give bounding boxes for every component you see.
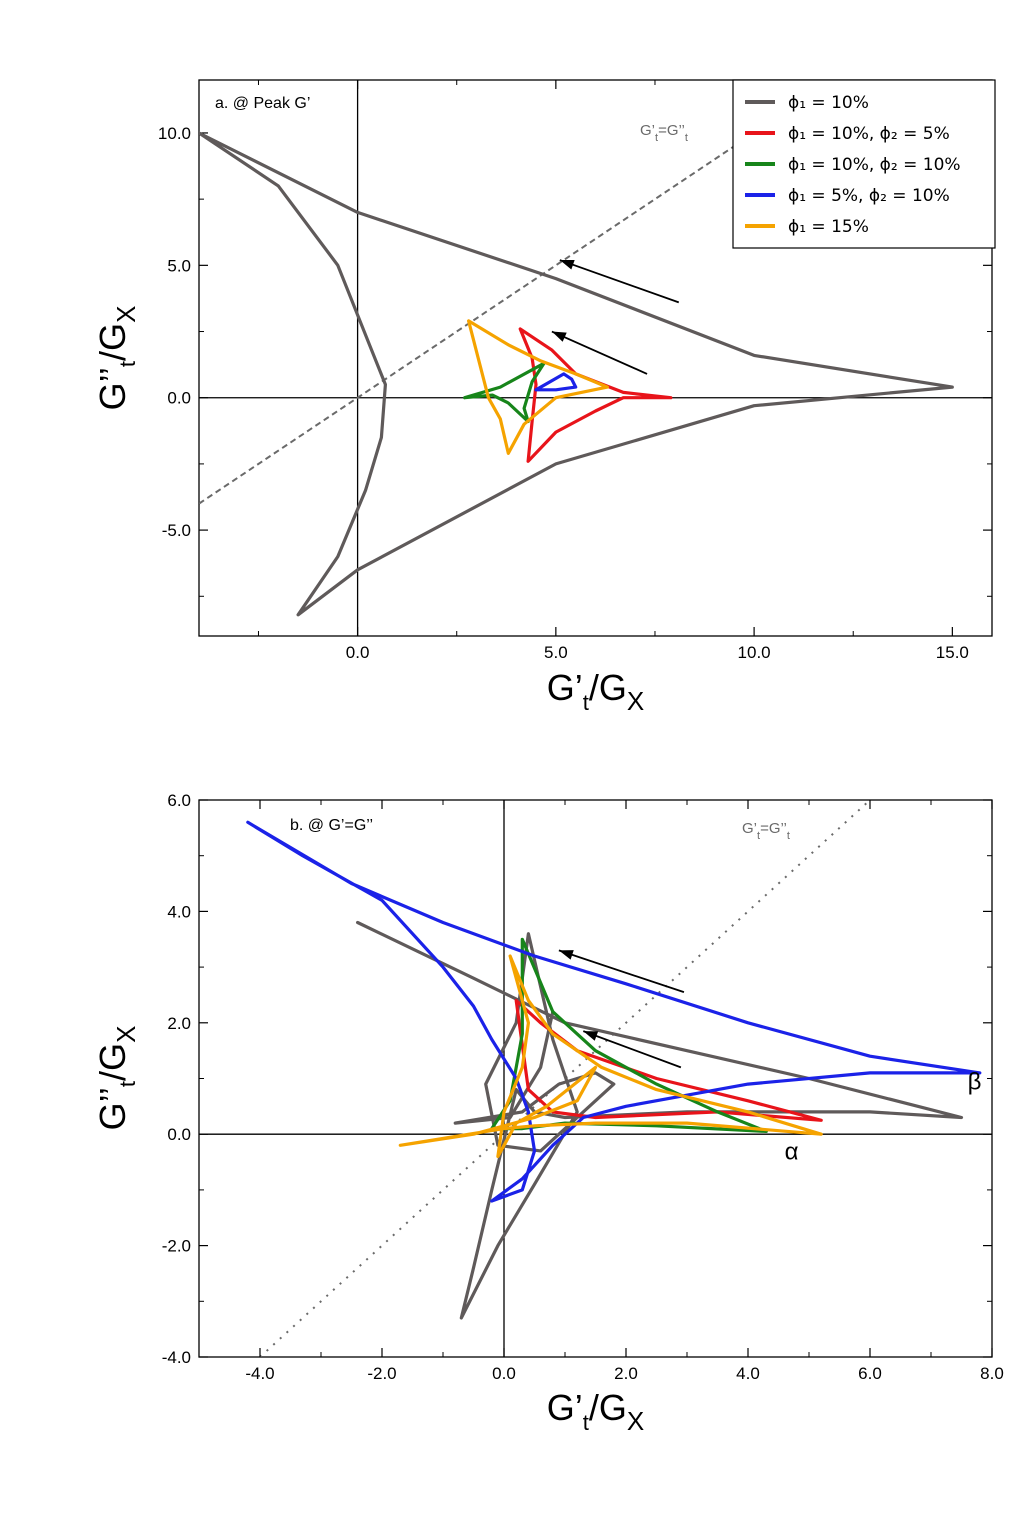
series-line-2: [518, 327, 673, 463]
arrow-head: [583, 1031, 599, 1041]
series-group: [246, 820, 982, 1320]
y-tick-label: 6.0: [167, 791, 191, 810]
legend-label: ϕ₁ = 15%: [788, 217, 869, 237]
x-tick-label: 4.0: [736, 1364, 760, 1383]
panel-a-chart: 0.0 5.0 10.0 15.0 -5.0 0.0 5.0 10.0 a. @ Peak G’…: [92, 79, 996, 716]
diagonal-line-label: G’t=G’’t: [640, 122, 688, 144]
diagonal-reference-line: [199, 80, 834, 505]
series-line-2: [514, 998, 823, 1122]
legend-label: ϕ₁ = 10%: [788, 93, 869, 113]
plot-frame: [198, 799, 993, 1358]
series-line-3: [463, 361, 546, 424]
series-line-5: [398, 954, 823, 1159]
arrow-head: [551, 331, 567, 342]
legend: ϕ₁ = 10% ϕ₁ = 10%, ϕ₂ = 5% ϕ₁ = 10%, ϕ₂ = …: [732, 79, 996, 249]
y-axis-label: G’’t/GX: [92, 306, 141, 411]
legend-box: [732, 79, 996, 249]
x-tick-label: 6.0: [858, 1364, 882, 1383]
x-tick-label: 8.0: [980, 1364, 1004, 1383]
x-tick-label: 0.0: [492, 1364, 516, 1383]
x-tick-label: 10.0: [738, 643, 771, 662]
y-tick-label: 0.0: [167, 389, 191, 408]
direction-arrow: [559, 259, 680, 304]
arrow-head: [558, 950, 574, 960]
x-tick-label: 0.0: [346, 643, 370, 662]
x-axis-label: G’t/GX: [547, 1387, 644, 1436]
legend-label: ϕ₁ = 5%, ϕ₂ = 10%: [788, 186, 950, 206]
direction-arrow: [551, 330, 648, 375]
curve-annotation: α: [785, 1138, 799, 1165]
series-line-1: [356, 920, 964, 1320]
y-tick-label: 2.0: [167, 1014, 191, 1033]
series-line-5: [467, 319, 609, 455]
curve-annotation: β: [968, 1069, 982, 1096]
x-tick-label: -2.0: [367, 1364, 396, 1383]
panel-label: b. @ G’=G’’: [290, 817, 373, 834]
y-tick-label: -5.0: [162, 521, 191, 540]
diagonal-line-label: G’t=G’’t: [742, 820, 790, 842]
plot-frame: [198, 79, 993, 637]
x-tick-label: 15.0: [936, 643, 969, 662]
x-tick-label: -4.0: [245, 1364, 274, 1383]
x-tick-label: 2.0: [614, 1364, 638, 1383]
y-tick-label: -4.0: [162, 1348, 191, 1367]
panel-label: a. @ Peak G’: [215, 95, 310, 112]
legend-label: ϕ₁ = 10%, ϕ₂ = 10%: [788, 155, 961, 175]
y-tick-label: 10.0: [158, 124, 191, 143]
arrow-head: [559, 260, 575, 270]
series-line-1: [199, 131, 954, 617]
series-group: [199, 131, 954, 617]
y-tick-label: 5.0: [167, 256, 191, 275]
panel-b-chart: -4.0 -2.0 0.0 2.0 4.0 6.0 8.0 -4.0 -2.0 0.0 2.0 4.0…: [92, 791, 1004, 1436]
direction-arrow: [582, 1030, 682, 1069]
series-line-4: [246, 820, 982, 1203]
y-axis-label: G’’t/GX: [92, 1026, 141, 1131]
direction-arrow: [558, 949, 685, 994]
y-tick-label: 0.0: [167, 1125, 191, 1144]
x-axis-label: G’t/GX: [547, 667, 644, 716]
y-tick-label: 4.0: [167, 902, 191, 921]
legend-label: ϕ₁ = 10%, ϕ₂ = 5%: [788, 124, 950, 144]
x-tick-label: 5.0: [544, 643, 568, 662]
y-tick-label: -2.0: [162, 1237, 191, 1256]
series-line-4: [534, 372, 578, 392]
